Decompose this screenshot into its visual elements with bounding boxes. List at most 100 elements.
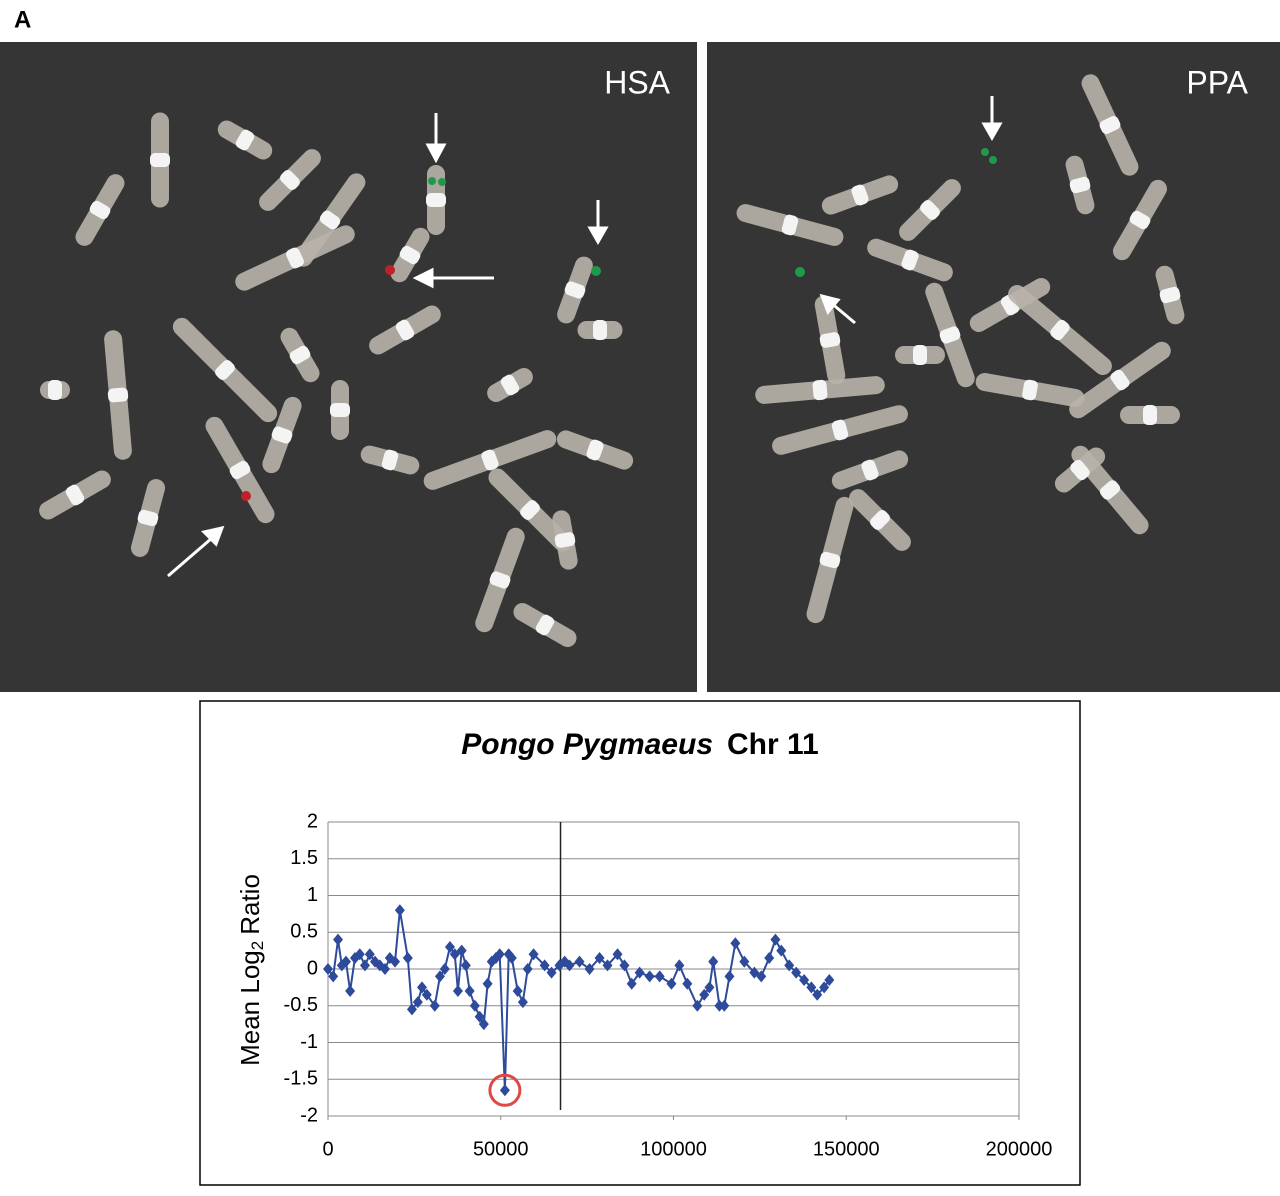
data-point	[439, 963, 450, 975]
x-tick-label: 100000	[640, 1138, 707, 1160]
fish-signal	[428, 148, 997, 277]
chromosome-band	[831, 419, 849, 441]
x-tick-label: 200000	[986, 1138, 1053, 1160]
data-point	[482, 977, 493, 990]
chromosome-band	[520, 500, 540, 520]
data-point	[806, 981, 817, 994]
data-point	[770, 933, 781, 946]
chromosome-band	[819, 332, 841, 348]
data-point	[474, 1010, 485, 1023]
data-point	[421, 988, 432, 1001]
data-point	[812, 988, 823, 1001]
x-tick-label: 150000	[813, 1138, 880, 1160]
y-axis-label: Mean Log2 Ratio	[235, 874, 268, 1066]
data-point	[692, 999, 703, 1012]
chromosomes	[39, 74, 1185, 647]
data-point	[612, 948, 623, 961]
y-tick-label: -2	[300, 1104, 318, 1126]
chromosome-band	[535, 614, 555, 636]
chromosome-band	[1129, 210, 1151, 230]
panel-label: PPA	[1186, 64, 1248, 100]
data-point	[522, 963, 533, 975]
data-point	[791, 966, 802, 979]
data-point	[328, 970, 339, 983]
data-point	[499, 1084, 510, 1097]
chromosome-band	[1069, 176, 1091, 194]
micrograph-panel	[707, 42, 1280, 692]
data-point	[764, 951, 775, 964]
data-point	[354, 948, 365, 961]
chromosome-band	[586, 439, 604, 461]
data-point	[819, 981, 830, 994]
chromosome-band	[920, 200, 940, 220]
data-point	[464, 985, 475, 998]
chromosome-band	[48, 380, 62, 400]
data-point	[602, 959, 613, 972]
fish-signal	[241, 265, 395, 501]
data-point	[682, 977, 693, 990]
data-point	[644, 970, 655, 983]
chromosome-band	[913, 345, 927, 365]
chromosome-band	[861, 459, 879, 481]
data-point	[416, 981, 427, 994]
chromosome-band	[107, 387, 129, 403]
data-point	[345, 985, 356, 998]
data-point	[666, 977, 677, 990]
y-tick-label: 1	[307, 884, 318, 906]
data-point	[394, 904, 405, 917]
x-tick-label: 50000	[473, 1138, 529, 1160]
chromosome-band	[901, 249, 919, 271]
data-point	[478, 1018, 489, 1031]
chart-title: Pongo Pygmaeus Chr 11	[461, 728, 818, 761]
chromosome-band	[89, 200, 111, 220]
data-point	[406, 1003, 417, 1016]
y-label-rest: Ratio	[235, 874, 265, 935]
chromosome-band	[137, 509, 159, 527]
chromosome-band	[330, 403, 350, 417]
title-italic: Pongo Pygmaeus	[461, 728, 713, 761]
y-tick-label: -0.5	[284, 994, 318, 1016]
data-point	[674, 959, 685, 972]
chromosome-band	[593, 320, 607, 340]
chromosome-band	[1050, 319, 1070, 341]
y-tick-label: 2	[307, 810, 318, 832]
chromosome-band	[319, 210, 341, 230]
chromosome-band	[1099, 480, 1121, 500]
data-point	[412, 996, 423, 1009]
chromosome-band	[781, 214, 799, 236]
data-point	[634, 966, 645, 979]
data-point	[546, 966, 557, 979]
data-point	[452, 985, 463, 998]
data-point	[730, 937, 741, 950]
data-point	[719, 999, 730, 1012]
chromosome-band	[395, 319, 415, 341]
data-point	[708, 955, 719, 968]
data-point	[528, 948, 539, 961]
data-point	[517, 996, 528, 1009]
data-point	[799, 974, 810, 987]
data-point	[323, 963, 333, 975]
chromosome-band	[286, 247, 304, 269]
chromosome-band	[1070, 459, 1090, 481]
chromosome-band	[481, 449, 499, 471]
figure-label: A	[14, 6, 31, 33]
data-point	[584, 963, 595, 975]
chromosome-band	[851, 184, 869, 206]
chromosome-band	[399, 245, 421, 265]
data-point	[494, 948, 505, 961]
chromosome-band	[819, 551, 841, 569]
data-point	[402, 951, 413, 964]
data-point	[739, 955, 750, 968]
x-tick-label: 0	[322, 1138, 333, 1160]
data-point	[469, 999, 480, 1012]
data-point	[824, 974, 835, 987]
data-point	[460, 959, 471, 972]
data-point	[776, 944, 787, 957]
data-point	[456, 944, 467, 957]
y-tick-label: 1.5	[290, 847, 318, 869]
data-point	[539, 959, 550, 972]
data-point	[364, 948, 375, 961]
y-tick-label: 0.5	[290, 921, 318, 943]
chromosome-band	[280, 170, 300, 190]
